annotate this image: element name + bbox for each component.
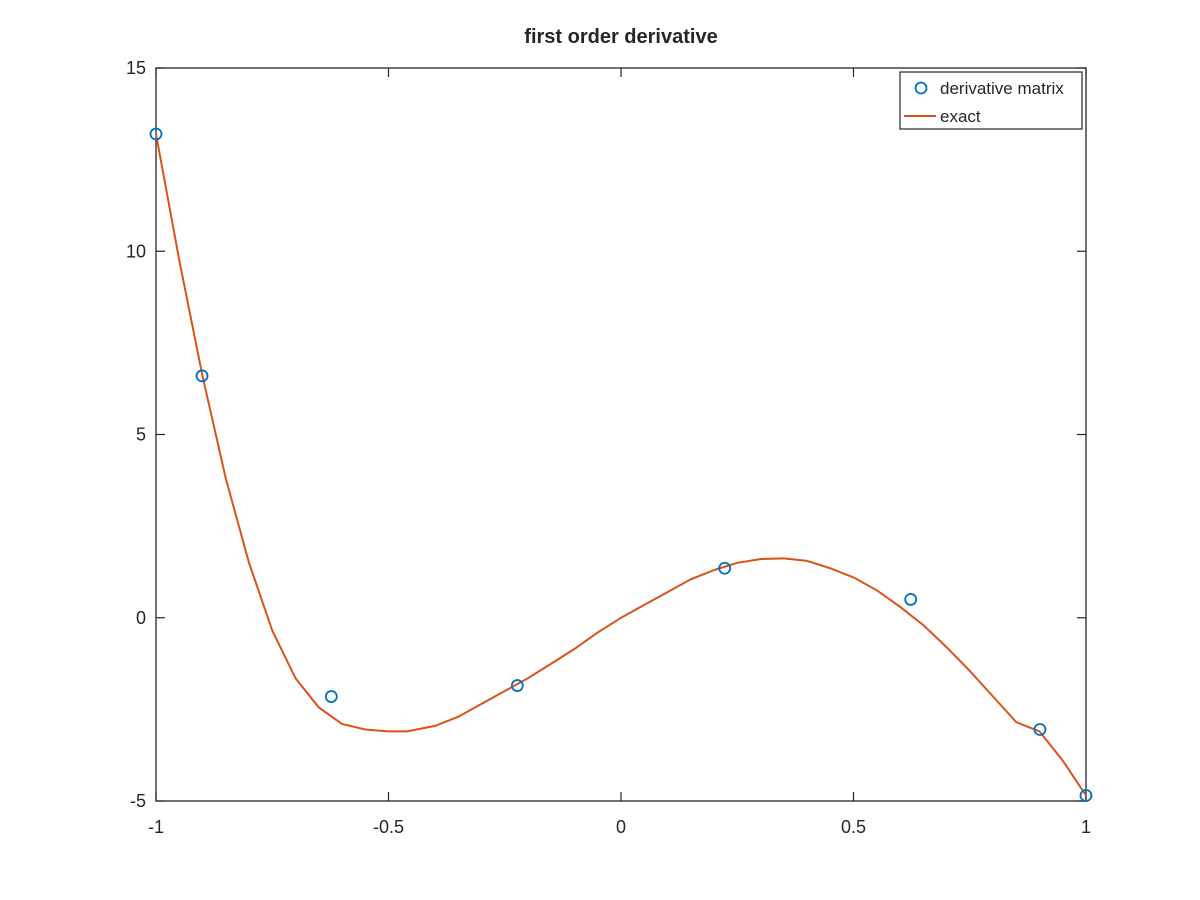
legend-box	[899, 71, 1083, 130]
data-point	[718, 561, 732, 575]
data-point	[510, 679, 524, 692]
y-tick-label: 5	[136, 425, 146, 445]
x-tick-label: -1	[148, 817, 164, 837]
data-point	[904, 593, 918, 606]
legend-label: derivative matrix	[940, 79, 1064, 98]
plot-area: -1 -0.5 0 0.5 1 -5 0 5 10 15	[126, 58, 1093, 837]
y-tick-label: 10	[126, 241, 146, 261]
data-point	[1079, 789, 1093, 802]
chart-title: first order derivative	[524, 26, 717, 48]
x-tick-label: -0.5	[373, 817, 404, 837]
y-tick-label: 0	[136, 608, 146, 628]
x-tick-label: 0.5	[841, 817, 866, 837]
legend-label: exact	[940, 107, 981, 126]
legend: derivative matrix exact	[899, 71, 1083, 130]
series-line-exact	[155, 133, 1087, 797]
x-tick-label: 0	[616, 817, 626, 837]
x-tick-label: 1	[1081, 817, 1091, 837]
y-tick-label: 15	[126, 58, 146, 78]
data-point	[195, 369, 209, 383]
data-point	[149, 127, 163, 141]
legend-marker-circle	[914, 81, 928, 95]
data-point	[324, 690, 338, 703]
data-point	[1033, 723, 1047, 736]
y-tick-label: -5	[130, 791, 146, 811]
